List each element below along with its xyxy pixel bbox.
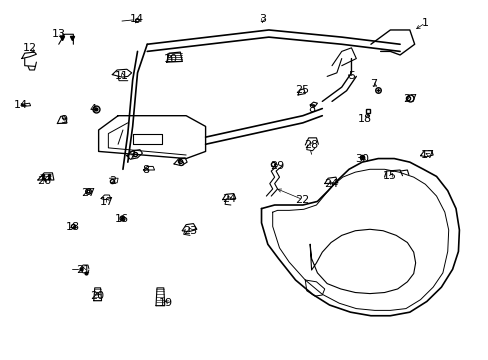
Text: 16: 16 bbox=[115, 213, 129, 224]
Text: 6: 6 bbox=[177, 158, 183, 168]
Text: 30: 30 bbox=[354, 154, 368, 163]
Text: 18: 18 bbox=[66, 222, 80, 232]
Text: 14: 14 bbox=[129, 14, 143, 23]
Text: 17: 17 bbox=[100, 197, 114, 207]
Text: 12: 12 bbox=[22, 43, 37, 53]
Text: 21: 21 bbox=[76, 265, 90, 275]
Text: 8: 8 bbox=[307, 104, 315, 113]
Text: 9: 9 bbox=[60, 115, 67, 125]
Text: 22: 22 bbox=[294, 195, 308, 204]
Text: 24: 24 bbox=[222, 194, 236, 203]
Text: 20: 20 bbox=[90, 291, 104, 301]
Text: 10: 10 bbox=[163, 54, 177, 64]
Text: 7: 7 bbox=[369, 78, 376, 89]
Text: 14: 14 bbox=[14, 100, 28, 110]
Text: 11: 11 bbox=[115, 71, 129, 81]
Text: 3: 3 bbox=[259, 14, 266, 23]
Text: 2: 2 bbox=[108, 176, 116, 186]
Text: 4: 4 bbox=[89, 104, 96, 114]
Text: 27: 27 bbox=[402, 94, 416, 104]
Text: 25: 25 bbox=[294, 85, 308, 95]
Text: 17: 17 bbox=[420, 150, 434, 160]
Text: 24: 24 bbox=[323, 179, 338, 189]
Text: 28: 28 bbox=[304, 140, 318, 150]
Text: 5: 5 bbox=[347, 71, 354, 81]
Text: 29: 29 bbox=[270, 161, 284, 171]
Text: 1: 1 bbox=[421, 18, 428, 28]
Text: 23: 23 bbox=[183, 226, 197, 236]
Text: 13: 13 bbox=[52, 28, 65, 39]
Text: 15: 15 bbox=[382, 171, 396, 181]
Text: 7: 7 bbox=[128, 151, 135, 161]
Text: 27: 27 bbox=[81, 188, 95, 198]
Text: 8: 8 bbox=[142, 165, 149, 175]
Text: 19: 19 bbox=[158, 298, 172, 308]
Text: 18: 18 bbox=[357, 114, 371, 124]
Text: 26: 26 bbox=[37, 176, 51, 186]
